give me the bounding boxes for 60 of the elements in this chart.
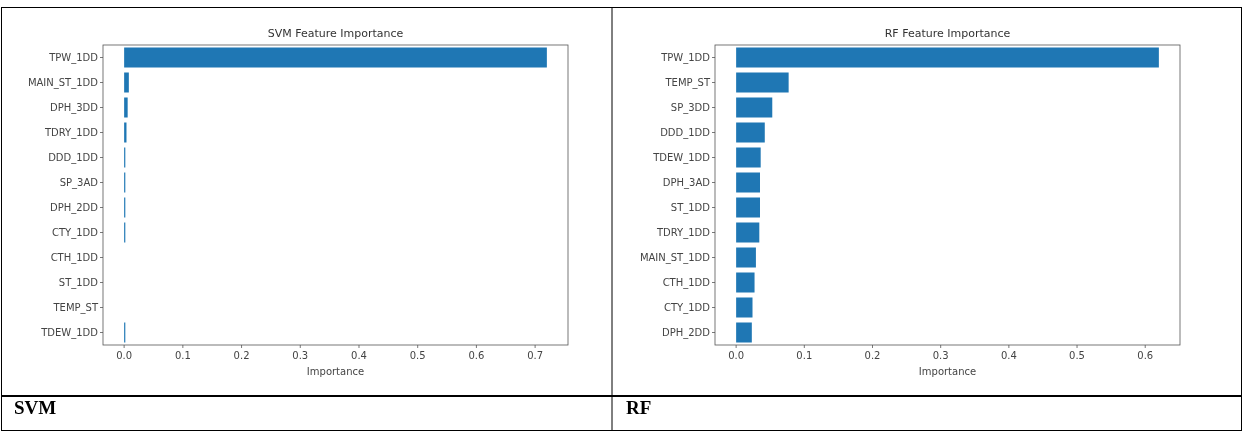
bar: [736, 97, 773, 118]
text: SVM: [14, 397, 57, 418]
x-tick-label: 0.5: [409, 350, 426, 361]
bar: [124, 97, 128, 118]
bar: [736, 172, 760, 193]
bar: [736, 147, 761, 168]
x-tick-label: 0.1: [796, 350, 813, 361]
y-tick-label: DDD_1DD: [660, 127, 711, 139]
y-tick-label: DPH_3DD: [49, 102, 99, 114]
chart-title: RF Feature Importance: [884, 27, 1011, 40]
chart-title: SVM Feature Importance: [267, 27, 404, 40]
bar: [736, 247, 756, 268]
y-tick-label: TDEW_1DD: [652, 152, 711, 164]
x-tick-label: 0.3: [932, 350, 949, 361]
y-tick-label: TDEW_1DD: [40, 327, 99, 339]
y-tick-label: DPH_2DD: [661, 327, 711, 339]
y-tick-label: ST_1DD: [58, 277, 99, 289]
bar: [124, 72, 129, 93]
y-tick-label: CTY_1DD: [664, 302, 711, 314]
y-tick-label: DDD_1DD: [48, 152, 99, 164]
bar: [736, 47, 1159, 68]
x-tick-label: 0.3: [292, 350, 309, 361]
bar: [736, 297, 753, 318]
bar: [736, 72, 789, 93]
x-tick-label: 0.4: [1000, 350, 1017, 361]
x-tick-label: 0.6: [1137, 350, 1154, 361]
x-axis-title: Importance: [918, 366, 977, 377]
y-tick-label: TPW_1DD: [48, 52, 99, 64]
y-tick-label: MAIN_ST_1DD: [27, 77, 99, 89]
text: RF: [626, 397, 652, 418]
y-tick-label: TPW_1DD: [660, 52, 711, 64]
bar: [124, 47, 547, 68]
x-tick-label: 0.5: [1069, 350, 1085, 361]
bar: [736, 322, 752, 343]
x-tick-label: 0.0: [728, 350, 745, 361]
x-tick-label: 0.7: [527, 350, 544, 361]
y-tick-label: TDRY_1DD: [656, 227, 711, 239]
x-tick-label: 0.0: [116, 350, 133, 361]
x-tick-label: 0.1: [174, 350, 191, 361]
x-tick-label: 0.6: [468, 350, 485, 361]
y-tick-label: TDRY_1DD: [44, 127, 99, 139]
y-tick-label: SP_3AD: [59, 177, 99, 189]
bar: [736, 272, 755, 293]
y-tick-label: ST_1DD: [670, 202, 711, 214]
y-tick-label: MAIN_ST_1DD: [639, 252, 711, 264]
y-tick-label: CTY_1DD: [52, 227, 99, 239]
x-tick-label: 0.2: [864, 350, 881, 361]
y-tick-label: DPH_3AD: [662, 177, 711, 189]
y-tick-label: CTH_1DD: [50, 252, 99, 264]
y-tick-label: SP_3DD: [670, 102, 711, 114]
bar: [736, 122, 765, 143]
x-axis-title: Importance: [306, 366, 365, 377]
x-tick-label: 0.2: [233, 350, 250, 361]
y-tick-label: TEMP_ST: [52, 302, 99, 314]
y-tick-label: DPH_2DD: [49, 202, 99, 214]
bar: [736, 197, 760, 218]
x-tick-label: 0.4: [351, 350, 367, 361]
bar: [736, 222, 760, 243]
y-tick-label: TEMP_ST: [664, 77, 711, 89]
y-tick-label: CTH_1DD: [662, 277, 711, 289]
